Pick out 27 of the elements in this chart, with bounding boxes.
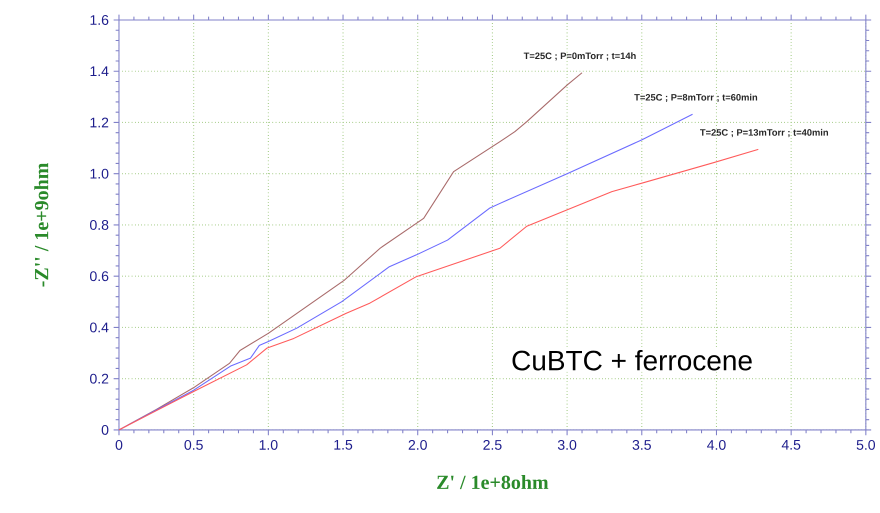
x-tick-label: 4.0 [707, 440, 726, 450]
x-axis-title: Z' / 1e+8ohm [437, 475, 548, 490]
y-tick-label: 0.2 [90, 374, 108, 384]
x-tick-label: 3.0 [558, 440, 576, 450]
y-tick-label: 0 [102, 425, 108, 435]
x-tick-label: 0.5 [184, 440, 203, 450]
x-tick-label: 1.0 [260, 440, 278, 450]
x-tick-label: 4.5 [782, 440, 800, 450]
y-tick-label: 0.6 [90, 271, 108, 282]
series-label: T=25C ; P=0mTorr ; t=14h [524, 52, 636, 61]
x-tick-label: 0 [116, 440, 122, 450]
y-tick-label: 0.8 [90, 220, 108, 230]
y-tick-label: 1.4 [90, 66, 109, 76]
x-tick-label: 3.5 [632, 440, 651, 450]
y-tick-label: 0.4 [90, 322, 109, 332]
line-series [118, 148, 759, 430]
series-label: T=25C ; P=13mTorr ; t=40min [700, 128, 828, 138]
y-tick-label: 1.0 [90, 168, 108, 179]
x-tick-label: 1.5 [334, 440, 352, 450]
x-tick-label: 2.5 [483, 440, 502, 450]
x-tick-label: 5.0 [856, 440, 876, 450]
y-axis-title: -Z'' / 1e+9ohm [34, 163, 48, 287]
x-tick-label: 2.0 [408, 440, 427, 450]
series-label: T=25C ; P=8mTorr ; t=60min [634, 94, 758, 102]
y-tick-label: 1.2 [90, 118, 108, 128]
annotation: CuBTC + ferrocene [512, 350, 752, 371]
y-tick-label: 1.6 [90, 15, 108, 25]
